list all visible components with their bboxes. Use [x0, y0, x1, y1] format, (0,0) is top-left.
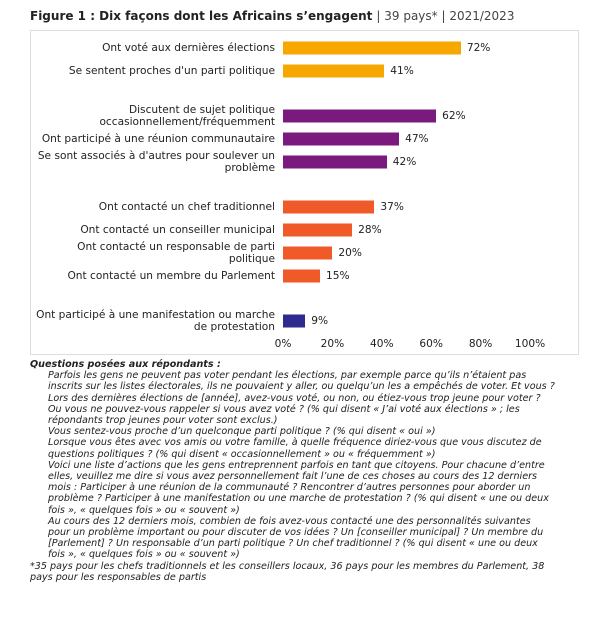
- note-paragraph: Parfois les gens ne peuvent pas voter pe…: [48, 370, 555, 427]
- x-tick-label: 40%: [370, 338, 394, 350]
- category-label: Ont contacté un responsable de parti pol…: [77, 241, 275, 265]
- value-label: 20%: [338, 247, 362, 259]
- value-label: 62%: [442, 110, 466, 122]
- note-paragraph: Voici une liste d’actions que les gens e…: [48, 459, 549, 516]
- note-paragraph: Au cours des 12 derniers mois, combien d…: [48, 515, 544, 561]
- chart-title: Figure 1 : Dix façons dont les Africains…: [30, 9, 373, 23]
- x-tick-label: 60%: [419, 338, 443, 350]
- bar: [283, 132, 400, 146]
- bar: [283, 314, 306, 328]
- value-label: 42%: [392, 156, 417, 168]
- category-label: Ont voté aux dernières élections: [102, 42, 275, 54]
- bar: [283, 41, 461, 55]
- value-label: 37%: [380, 201, 404, 213]
- category-label: Discutent de sujet politique occasionnel…: [99, 104, 275, 128]
- chart-frame: [30, 30, 579, 355]
- category-label: Ont participé à une manifestation ou mar…: [36, 309, 275, 333]
- category-label: Ont participé à une réunion communautair…: [41, 133, 275, 145]
- title-bar: Figure 1 : Dix façons dont les Africains…: [30, 9, 514, 23]
- x-tick-label: 0%: [274, 338, 292, 350]
- chart-subtitle: | 39 pays* | 2021/2023: [376, 9, 515, 23]
- note-paragraph: Lorsque vous êtes avec vos amis ou votre…: [48, 437, 542, 460]
- bar: [283, 246, 333, 260]
- bar: [283, 155, 387, 169]
- x-tick-label: 80%: [468, 338, 493, 350]
- footnote: *35 pays pour les chefs traditionnels et…: [30, 560, 545, 583]
- category-label: Se sentent proches d'un parti politique: [68, 65, 275, 77]
- value-label: 9%: [311, 315, 329, 327]
- x-tick-label: 100%: [514, 338, 546, 350]
- category-label: Ont contacté un membre du Parlement: [67, 270, 275, 282]
- bar: [283, 64, 385, 78]
- bar: [283, 269, 321, 283]
- x-tick-label: 20%: [320, 338, 345, 350]
- value-label: 41%: [390, 65, 414, 77]
- notes: Questions posées aux répondants : Parfoi…: [30, 359, 555, 583]
- bar: [283, 200, 375, 214]
- value-label: 15%: [326, 270, 350, 282]
- value-label: 47%: [405, 133, 429, 145]
- note-paragraph: Vous sentez-vous proche d’un quelconque …: [48, 426, 436, 438]
- category-label: Ont contacté un chef traditionnel: [98, 201, 275, 213]
- category-label: Se sont associés à d'autres pour souleve…: [37, 150, 275, 174]
- value-label: 28%: [358, 224, 382, 236]
- bar: [283, 223, 353, 237]
- category-label: Ont contacté un conseiller municipal: [80, 224, 275, 236]
- value-label: 72%: [466, 42, 491, 54]
- notes-heading: Questions posées aux répondants :: [30, 359, 221, 370]
- bar: [283, 109, 437, 123]
